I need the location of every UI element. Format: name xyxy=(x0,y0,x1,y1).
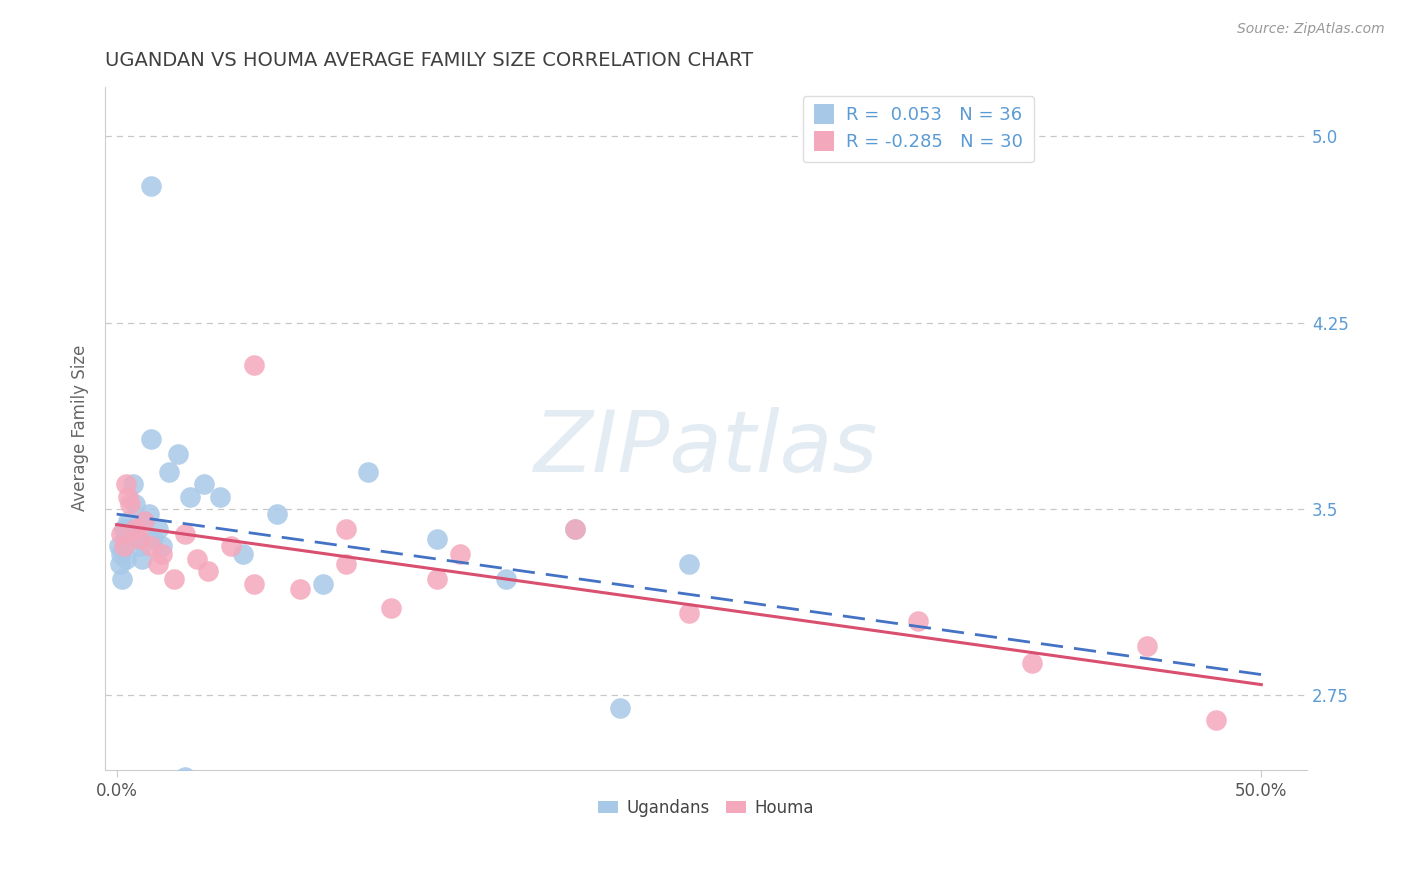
Point xyxy=(114,477,136,491)
Point xyxy=(134,515,156,529)
Point xyxy=(266,507,288,521)
Point xyxy=(449,547,471,561)
Point xyxy=(167,447,190,461)
Point xyxy=(564,522,586,536)
Legend: Ugandans, Houma: Ugandans, Houma xyxy=(592,792,821,823)
Point xyxy=(609,701,631,715)
Point xyxy=(138,507,160,521)
Point xyxy=(335,557,357,571)
Point xyxy=(312,576,335,591)
Point xyxy=(108,539,131,553)
Point xyxy=(564,522,586,536)
Point xyxy=(110,547,132,561)
Point xyxy=(124,522,146,536)
Point xyxy=(219,539,242,553)
Point xyxy=(152,539,174,553)
Point xyxy=(157,465,180,479)
Point xyxy=(131,551,153,566)
Point xyxy=(243,358,266,372)
Text: ZIPatlas: ZIPatlas xyxy=(534,408,879,491)
Point xyxy=(117,490,139,504)
Point xyxy=(1136,639,1159,653)
Point xyxy=(426,572,449,586)
Point xyxy=(108,557,131,571)
Text: Source: ZipAtlas.com: Source: ZipAtlas.com xyxy=(1237,22,1385,37)
Point xyxy=(380,601,402,615)
Point xyxy=(174,527,197,541)
Point xyxy=(120,497,142,511)
Point xyxy=(186,551,208,566)
Point xyxy=(357,465,380,479)
Point xyxy=(1205,713,1227,727)
Point xyxy=(121,477,143,491)
Point xyxy=(426,532,449,546)
Point xyxy=(1021,656,1043,670)
Point xyxy=(907,614,929,628)
Point xyxy=(114,551,136,566)
Point xyxy=(335,522,357,536)
Point xyxy=(163,572,186,586)
Text: UGANDAN VS HOUMA AVERAGE FAMILY SIZE CORRELATION CHART: UGANDAN VS HOUMA AVERAGE FAMILY SIZE COR… xyxy=(105,51,754,70)
Y-axis label: Average Family Size: Average Family Size xyxy=(72,345,89,511)
Point xyxy=(110,527,132,541)
Point xyxy=(139,539,162,553)
Point xyxy=(179,490,201,504)
Point xyxy=(124,497,146,511)
Point xyxy=(208,490,231,504)
Point xyxy=(152,547,174,561)
Point xyxy=(146,522,169,536)
Point xyxy=(174,771,197,785)
Point xyxy=(495,572,517,586)
Point xyxy=(232,547,254,561)
Point xyxy=(139,433,162,447)
Point xyxy=(288,582,311,596)
Point xyxy=(193,477,215,491)
Point xyxy=(127,532,149,546)
Point xyxy=(117,515,139,529)
Point xyxy=(678,607,700,621)
Point xyxy=(128,532,150,546)
Point xyxy=(146,557,169,571)
Point xyxy=(112,539,135,553)
Point xyxy=(128,539,150,553)
Point xyxy=(120,522,142,536)
Point xyxy=(114,532,136,546)
Point xyxy=(111,572,134,586)
Point xyxy=(197,564,219,578)
Point xyxy=(112,522,135,536)
Point xyxy=(134,515,156,529)
Point xyxy=(243,576,266,591)
Point xyxy=(142,532,165,546)
Point xyxy=(678,557,700,571)
Point xyxy=(139,178,162,193)
